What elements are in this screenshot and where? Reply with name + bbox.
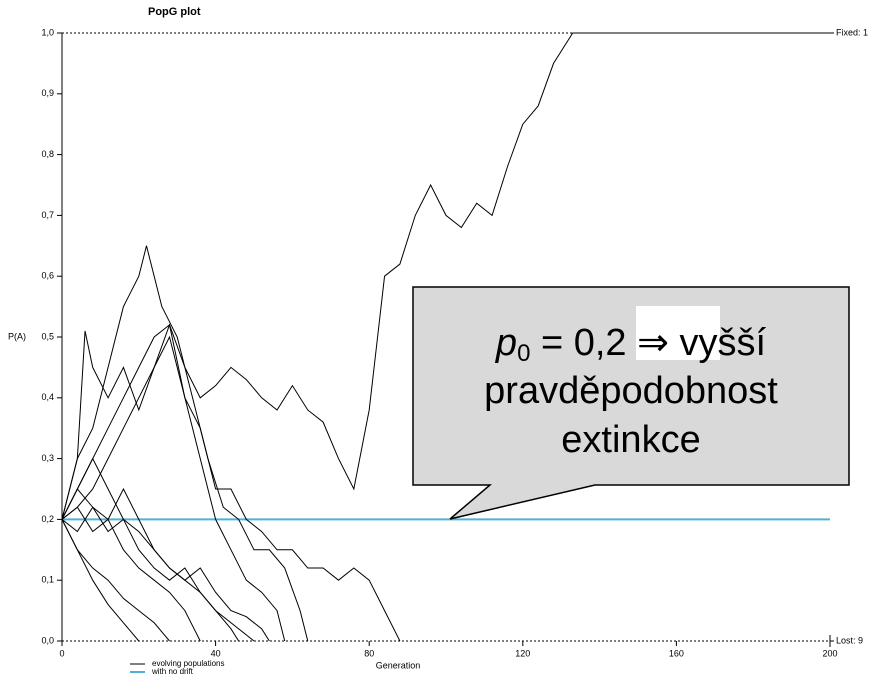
x-axis-label: Generation [376, 660, 421, 670]
callout-line: p0 = 0,2 ⇒ vyšší [495, 322, 767, 367]
x-tick-label: 40 [211, 648, 221, 658]
population-line [61, 488, 240, 642]
population-line [61, 506, 201, 642]
lost-label: Lost: 9 [836, 635, 863, 645]
callout-box [412, 286, 850, 520]
y-axis-label: P(A) [8, 331, 26, 341]
y-tick-label: 0,1 [41, 575, 54, 585]
callout-sub: 0 [517, 340, 530, 367]
fixed-label: Fixed: 1 [836, 27, 868, 37]
x-tick-label: 200 [822, 648, 837, 658]
y-tick-label: 0,9 [41, 88, 54, 98]
x-tick-label: 120 [515, 648, 530, 658]
y-tick-label: 0,2 [41, 514, 54, 524]
callout-rest: = 0,2 ⇒ vyšší [530, 322, 766, 364]
y-tick-label: 0,3 [41, 453, 54, 463]
legend-label: with no drift [151, 667, 194, 676]
y-tick-label: 1,0 [41, 27, 54, 37]
y-tick-label: 0,0 [41, 635, 54, 645]
population-line [61, 245, 309, 642]
y-tick-label: 0,6 [41, 271, 54, 281]
y-tick-label: 0,7 [41, 210, 54, 220]
callout-line: extinkce [561, 419, 700, 461]
y-tick-label: 0,5 [41, 331, 54, 341]
y-tick-label: 0,8 [41, 149, 54, 159]
population-line [61, 519, 170, 642]
x-tick-label: 160 [669, 648, 684, 658]
callout-line: pravděpodobnost [484, 370, 778, 412]
x-tick-label: 80 [364, 648, 374, 658]
population-line [61, 519, 140, 642]
chart-title: PopG plot [148, 6, 201, 18]
population-line [61, 323, 401, 642]
callout-p: p [495, 322, 517, 364]
population-line [61, 457, 255, 642]
x-tick-label: 0 [59, 648, 64, 658]
population-line [61, 487, 270, 642]
callout-highlight [636, 306, 720, 360]
population-line [61, 335, 286, 642]
y-tick-label: 0,4 [41, 392, 54, 402]
legend-label: evolving populations [152, 659, 225, 668]
